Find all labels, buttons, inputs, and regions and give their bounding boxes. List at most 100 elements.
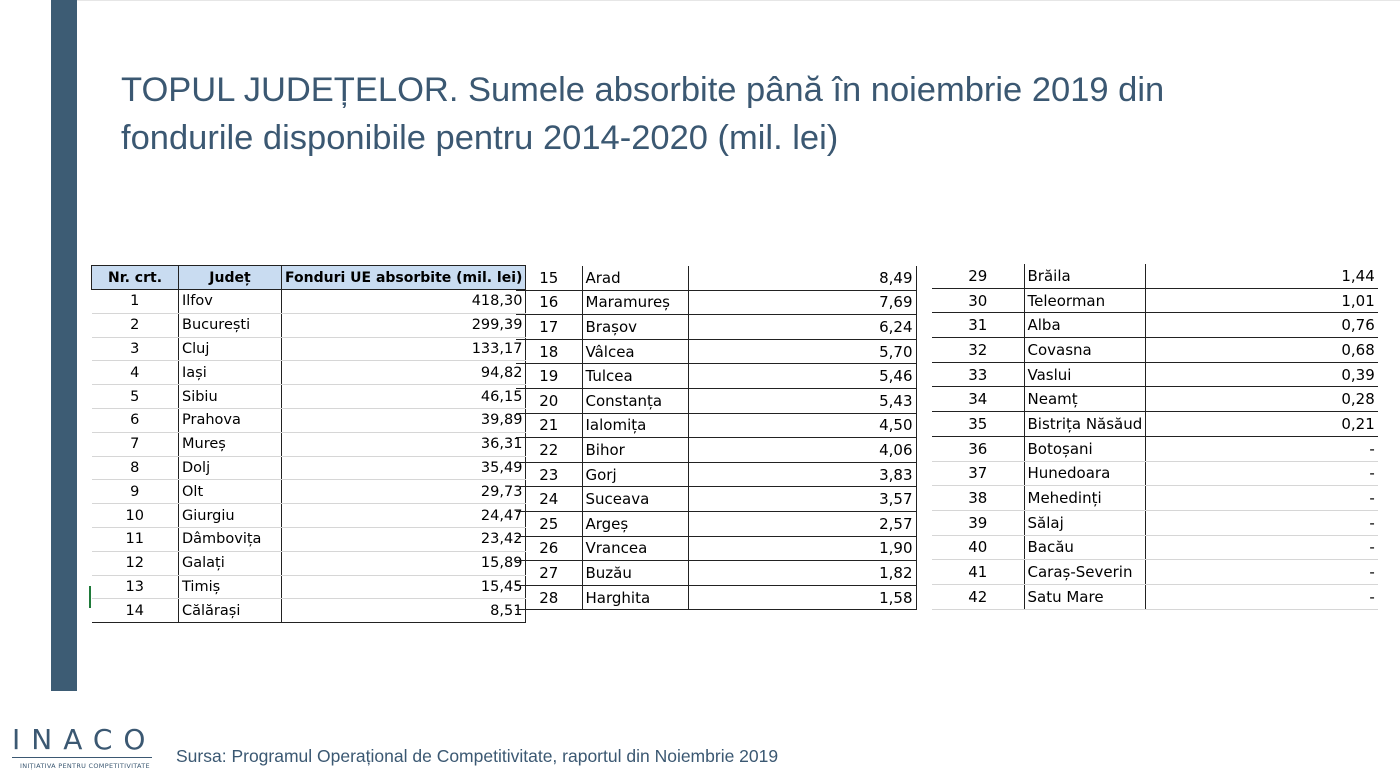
row-amount: 0,76 — [1145, 312, 1378, 339]
row-number: 26 — [516, 536, 582, 562]
table-row: 42 Satu Mare - — [932, 584, 1378, 610]
row-amount: 46,15 — [280, 384, 527, 409]
logo-wordmark: INACO — [12, 723, 157, 756]
row-county: Caraș-Severin — [1023, 559, 1146, 585]
row-county: Sibiu — [178, 384, 282, 409]
slide-title-line-1: TOPUL JUDEȚELOR. Sumele absorbite până î… — [121, 71, 1165, 109]
row-amount: 5,70 — [687, 339, 917, 365]
row-amount: 0,68 — [1145, 337, 1378, 363]
table-row: 8 Dolj 35,49 — [91, 456, 527, 481]
row-county: Vrancea — [581, 536, 688, 562]
row-number: 20 — [516, 388, 582, 414]
row-amount: 24,47 — [280, 503, 527, 528]
table-row: 30 Teleorman 1,01 — [932, 288, 1378, 314]
row-number: 38 — [932, 485, 1024, 511]
row-county: Bistrița Năsăud — [1023, 411, 1146, 437]
table-row: 36 Botoșani - — [932, 436, 1378, 462]
row-county: Neamț — [1023, 386, 1146, 413]
row-number: 11 — [91, 527, 179, 552]
row-county: Mureș — [178, 432, 282, 457]
row-number: 2 — [91, 313, 179, 338]
row-number: 16 — [516, 290, 582, 316]
table-row: 35 Bistrița Năsăud 0,21 — [932, 411, 1378, 437]
table-row: 31 Alba 0,76 — [932, 312, 1378, 339]
row-number: 39 — [932, 510, 1024, 536]
row-amount: 418,30 — [280, 289, 527, 314]
row-county: Constanța — [581, 388, 688, 414]
row-number: 23 — [516, 462, 582, 488]
row-amount: 94,82 — [280, 360, 527, 386]
row-amount: 6,24 — [687, 314, 917, 340]
row-amount: 8,51 — [280, 598, 527, 624]
row-number: 37 — [932, 461, 1024, 487]
row-amount: 299,39 — [280, 313, 527, 338]
row-number: 19 — [516, 363, 582, 389]
row-amount: 1,58 — [687, 585, 917, 611]
row-amount: 7,69 — [687, 290, 917, 316]
ranking-table-part-2: 15 Arad 8,49 16 Maramureș 7,69 17 Brașov 6,24 18 V… — [516, 266, 917, 611]
table-row: 17 Brașov 6,24 — [516, 314, 917, 340]
row-amount: 36,31 — [280, 432, 527, 457]
row-county: Brașov — [581, 314, 688, 340]
row-number: 14 — [91, 598, 179, 624]
row-amount: - — [1145, 485, 1378, 511]
table-row: 18 Vâlcea 5,70 — [516, 339, 917, 365]
table-row: 2 București 299,39 — [91, 313, 527, 338]
slide-title-line-2: fondurile disponibile pentru 2014-2020 (… — [121, 119, 839, 157]
row-amount: 29,73 — [280, 479, 527, 505]
row-county: București — [178, 313, 282, 338]
row-number: 10 — [91, 503, 179, 528]
row-number: 34 — [932, 386, 1024, 413]
row-county: Buzău — [581, 560, 688, 586]
table-row: 5 Sibiu 46,15 — [91, 384, 527, 409]
row-number: 33 — [932, 362, 1024, 388]
header-nr-crt: Nr. crt. — [91, 265, 179, 290]
table-row: 37 Hunedoara - — [932, 461, 1378, 487]
table-row: 12 Galați 15,89 — [91, 551, 527, 576]
row-number: 3 — [91, 337, 179, 362]
row-county: Bacău — [1023, 535, 1146, 561]
cell-cursor-mark — [89, 586, 94, 608]
row-amount: 15,45 — [280, 575, 527, 600]
row-number: 41 — [932, 559, 1024, 585]
table-row: 29 Brăila 1,44 — [932, 264, 1378, 289]
row-amount: 3,57 — [687, 486, 917, 512]
row-county: Suceava — [581, 486, 688, 512]
row-number: 21 — [516, 413, 582, 439]
row-county: Călărași — [178, 598, 282, 624]
row-amount: 2,57 — [687, 511, 917, 537]
table-row: 10 Giurgiu 24,47 — [91, 503, 527, 528]
row-county: Maramureș — [581, 290, 688, 316]
row-county: Iași — [178, 360, 282, 386]
top-divider — [77, 0, 1400, 1]
row-amount: - — [1145, 510, 1378, 536]
row-number: 29 — [932, 264, 1024, 289]
row-county: Cluj — [178, 337, 282, 362]
row-number: 27 — [516, 560, 582, 586]
row-amount: 1,82 — [687, 560, 917, 586]
row-county: Hunedoara — [1023, 461, 1146, 487]
table-header-row: Nr. crt. Județ Fonduri UE absorbite (mil… — [91, 265, 527, 290]
table-row: 38 Mehedinți - — [932, 485, 1378, 511]
table-row: 15 Arad 8,49 — [516, 266, 917, 291]
header-fonduri: Fonduri UE absorbite (mil. lei) — [280, 265, 527, 290]
row-county: Mehedinți — [1023, 485, 1146, 511]
table-row: 41 Caraș-Severin - — [932, 559, 1378, 585]
table-row: 34 Neamț 0,28 — [932, 386, 1378, 413]
table-row: 33 Vaslui 0,39 — [932, 362, 1378, 388]
row-county: Olt — [178, 479, 282, 505]
table-row: 26 Vrancea 1,90 — [516, 536, 917, 562]
row-number: 28 — [516, 585, 582, 611]
table-row: 22 Bihor 4,06 — [516, 437, 917, 463]
logo-underline — [12, 757, 152, 758]
row-number: 40 — [932, 535, 1024, 561]
table-row: 9 Olt 29,73 — [91, 479, 527, 505]
table-row: 27 Buzău 1,82 — [516, 560, 917, 586]
row-county: Dâmbovița — [178, 527, 282, 552]
row-number: 32 — [932, 337, 1024, 363]
row-amount: 133,17 — [280, 337, 527, 362]
row-county: Ilfov — [178, 289, 282, 314]
row-county: Dolj — [178, 456, 282, 481]
row-amount: - — [1145, 559, 1378, 585]
row-number: 25 — [516, 511, 582, 537]
